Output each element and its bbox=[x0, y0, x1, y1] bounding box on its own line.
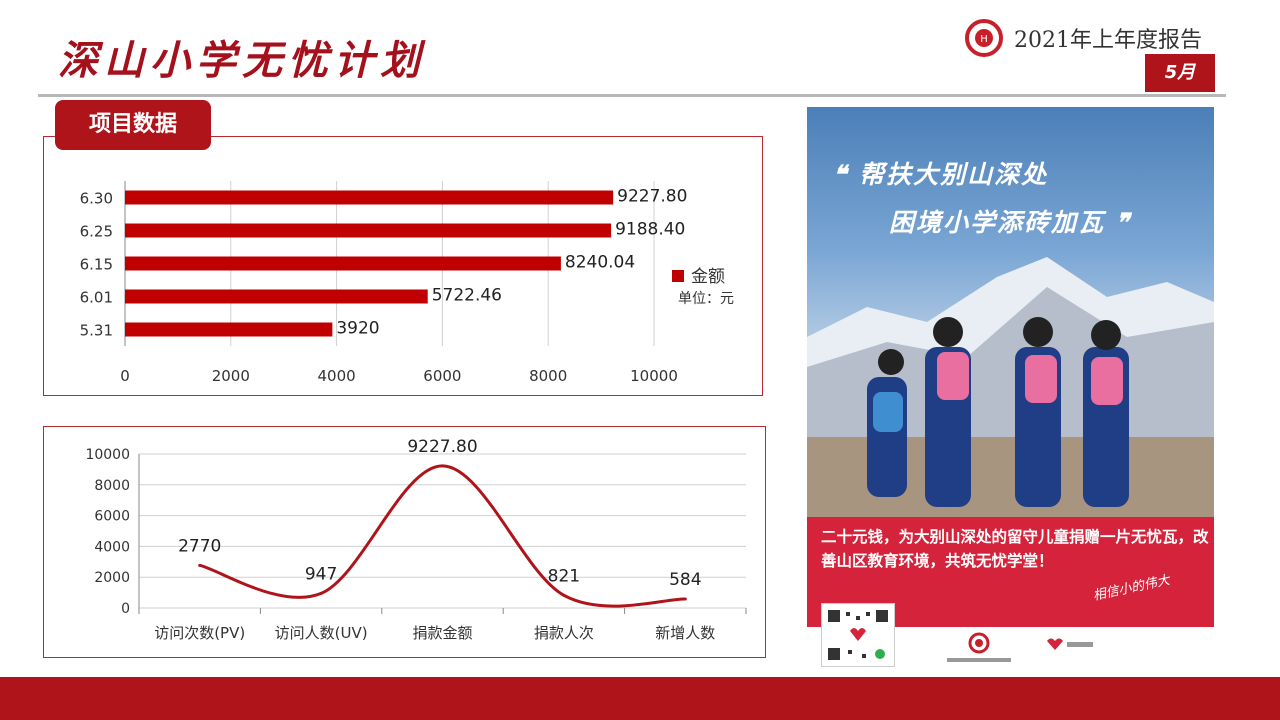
line-chart: 0 2000 4000 6000 8000 10000 访问次数(PV) 访问人数(UV) 捐款… bbox=[85, 437, 747, 642]
y-tick-label: 6.15 bbox=[80, 256, 113, 274]
data-label: 8240.04 bbox=[565, 253, 635, 273]
bar bbox=[125, 223, 612, 238]
legend-swatch bbox=[672, 270, 684, 282]
campaign-poster: ❝ 帮扶大别山深处 困境小学添砖加瓦 ❞ 二十元钱，为大别山深处的留守儿童捐赠一… bbox=[807, 107, 1214, 668]
svg-text:H: H bbox=[980, 34, 988, 45]
poster-photo bbox=[807, 107, 1214, 517]
y-tick-label: 8000 bbox=[94, 478, 130, 494]
mountain-scene bbox=[807, 257, 1214, 517]
x-tick-label: 10000 bbox=[630, 367, 678, 385]
legend-label: 金额 bbox=[691, 267, 725, 287]
y-tick-label: 10000 bbox=[85, 447, 130, 463]
bar bbox=[125, 190, 614, 205]
x-tick-label: 访问人数(UV) bbox=[275, 624, 368, 642]
bar-chart-panel: 0 2000 4000 6000 8000 10000 6.30 9227.80 6.25 918… bbox=[43, 136, 763, 396]
data-point bbox=[319, 591, 323, 595]
x-tick-label: 新增人数 bbox=[655, 624, 715, 642]
data-label: 9227.80 bbox=[407, 437, 477, 457]
bar bbox=[125, 256, 561, 271]
y-tick-label: 4000 bbox=[94, 539, 130, 555]
x-tick-label: 4000 bbox=[318, 367, 356, 385]
data-label: 2770 bbox=[178, 536, 221, 556]
data-point bbox=[198, 563, 202, 567]
legend-unit: 单位：元 bbox=[678, 291, 734, 307]
x-tick-label: 8000 bbox=[529, 367, 567, 385]
series-line bbox=[199, 464, 686, 608]
data-label: 9188.40 bbox=[615, 220, 685, 240]
data-label: 9227.80 bbox=[617, 187, 687, 207]
y-tick-label: 6.25 bbox=[80, 223, 113, 241]
data-point bbox=[441, 464, 444, 468]
report-title: 2021年上年度报告 bbox=[1014, 28, 1202, 53]
month-badge: 5月 bbox=[1145, 54, 1215, 92]
footer-bar bbox=[0, 677, 1280, 720]
x-tick-label: 捐款金额 bbox=[412, 624, 472, 642]
poster-quote-line2: 困境小学添砖加瓦 ❞ bbox=[889, 208, 1132, 237]
data-label: 3920 bbox=[336, 319, 379, 339]
x-tick-label: 捐款人次 bbox=[534, 624, 594, 642]
qr-code-icon bbox=[828, 610, 888, 660]
y-tick-label: 5.31 bbox=[80, 322, 113, 340]
data-point bbox=[562, 593, 566, 597]
data-label: 584 bbox=[669, 570, 701, 590]
data-label: 821 bbox=[548, 566, 580, 586]
bar-chart: 0 2000 4000 6000 8000 10000 6.30 9227.80 6.25 918… bbox=[80, 181, 734, 385]
y-tick-label: 6.30 bbox=[80, 190, 113, 208]
y-tick-label: 6.01 bbox=[80, 289, 113, 307]
poster-text: 二十元钱，为大别山深处的留守儿童捐赠一片无忧瓦，改善山区教育环境，共筑无忧学堂！ bbox=[821, 528, 1209, 570]
bar bbox=[125, 322, 333, 337]
y-tick-label: 2000 bbox=[94, 570, 130, 586]
x-tick-label: 访问次数(PV) bbox=[154, 624, 245, 642]
x-tick-label: 0 bbox=[120, 367, 130, 385]
sponsor-logos bbox=[947, 632, 1093, 662]
y-tick-label: 6000 bbox=[94, 509, 130, 525]
x-tick-label: 6000 bbox=[423, 367, 461, 385]
y-tick-label: 0 bbox=[121, 601, 130, 617]
section-tag: 项目数据 bbox=[55, 100, 211, 150]
header-divider bbox=[38, 94, 1226, 97]
data-point bbox=[683, 597, 687, 601]
bar bbox=[125, 289, 428, 304]
data-label: 947 bbox=[305, 564, 337, 584]
page-title: 深山小学无忧计划 bbox=[58, 37, 426, 84]
line-chart-panel: 0 2000 4000 6000 8000 10000 访问次数(PV) 访问人数(UV) 捐款… bbox=[43, 426, 766, 658]
report-logo-icon: H bbox=[965, 19, 1003, 57]
data-label: 5722.46 bbox=[432, 286, 502, 306]
qr-code[interactable] bbox=[821, 603, 895, 667]
poster-quote-line1: ❝ 帮扶大别山深处 bbox=[833, 160, 1049, 189]
x-tick-label: 2000 bbox=[212, 367, 250, 385]
